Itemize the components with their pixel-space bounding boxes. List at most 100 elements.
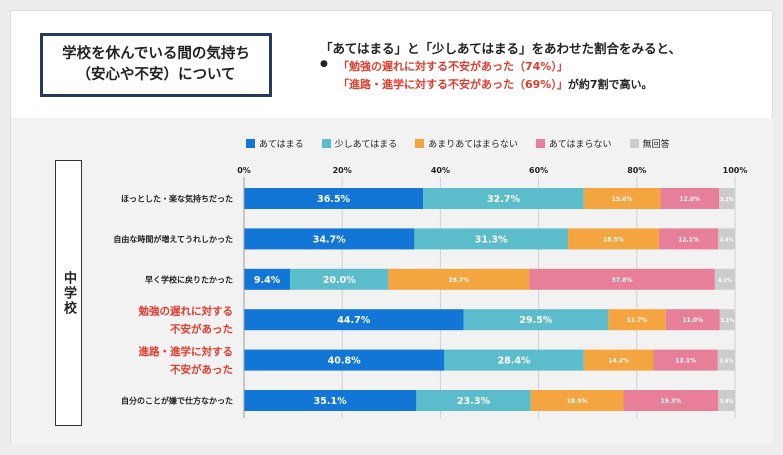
x-tick-label: 60% <box>529 166 548 175</box>
data-label: 19.3% <box>661 398 682 405</box>
category-label: 不安があった <box>170 363 233 376</box>
data-label: 23.3% <box>457 396 490 407</box>
summary-line-1: 「あてはまる」と「少しあてはまる」をあわせた割合をみると、 <box>320 41 682 56</box>
data-label: 4.1% <box>718 278 732 284</box>
x-tick-label: 0% <box>237 166 251 175</box>
legend-label: あてはまらない <box>548 140 612 150</box>
data-label: 31.3% <box>475 234 508 245</box>
legend-swatch <box>629 139 639 148</box>
bar-segment <box>244 228 415 250</box>
bar-segment <box>623 390 719 411</box>
legend-item: 少しあてはまる <box>321 137 398 150</box>
data-label: 11.7% <box>627 317 648 324</box>
data-label: 15.6% <box>612 196 633 203</box>
bar-segment <box>244 188 424 209</box>
data-label: 13.1% <box>675 358 696 365</box>
x-tick-label: 100% <box>723 166 748 175</box>
summary-line-3-tail: が約7割で高い。 <box>567 78 653 91</box>
category-label: 自由な時間が増えてうれしかった <box>113 234 233 244</box>
data-label: 12.1% <box>678 236 699 243</box>
summary-bullet: ● <box>320 59 328 69</box>
legend-item: あまりあてはまらない <box>415 137 518 150</box>
bar-segment <box>658 228 719 250</box>
legend-swatch <box>415 139 425 148</box>
data-label: 32.7% <box>487 194 520 205</box>
category-label: 不安があった <box>170 323 233 336</box>
data-label: 40.8% <box>328 356 361 367</box>
bar-segment <box>719 309 735 331</box>
data-label: 28.4% <box>498 356 531 367</box>
bar-segment <box>463 309 609 331</box>
bar-segment <box>718 228 735 250</box>
bar-segment <box>244 390 417 411</box>
legend-label: 少しあてはまる <box>334 140 398 150</box>
summary-line-3: 「進路・進学に対する不安があった（69%）」が約7割で高い。 <box>338 76 652 92</box>
legend-swatch <box>535 139 545 148</box>
bar-segment <box>529 268 715 290</box>
bar-segment <box>717 349 735 371</box>
x-tick-label: 40% <box>431 166 450 175</box>
data-label: 9.4% <box>254 275 281 286</box>
bar-segment <box>414 228 569 250</box>
data-label: 3.1% <box>720 197 734 203</box>
bar-segment <box>583 349 654 371</box>
data-label: 36.5% <box>317 194 350 205</box>
bar-segment <box>530 390 624 411</box>
category-label: 早く学校に戻りたかった <box>145 274 233 284</box>
data-label: 18.9% <box>567 398 588 405</box>
bar-segment <box>388 268 530 290</box>
data-label: 34.7% <box>313 234 346 245</box>
data-label: 3.4% <box>720 399 734 405</box>
data-label: 37.8% <box>612 277 633 284</box>
x-tick-label: 80% <box>627 166 646 175</box>
legend-item: 無回答 <box>629 137 670 150</box>
bar-segment <box>416 390 531 411</box>
legend-label: あまりあてはまらない <box>428 140 518 150</box>
data-label: 3.5% <box>719 359 733 365</box>
bar-segment <box>290 268 389 290</box>
bar-segment <box>714 268 735 290</box>
data-label: 3.4% <box>720 237 734 243</box>
bar-segment <box>653 349 718 371</box>
data-label: 11.0% <box>682 317 703 324</box>
bar-segment <box>244 309 464 331</box>
data-label: 28.7% <box>448 277 469 284</box>
bar-segment <box>568 228 659 250</box>
bar-segment <box>244 268 291 290</box>
summary-line-2: 「勉強の遅れに対する不安があった（74%）」 <box>338 60 568 73</box>
legend-label: あてはまる <box>259 140 304 150</box>
title-line-2: （安心や不安）について <box>76 67 236 83</box>
legend-swatch <box>321 139 331 148</box>
title-line-1: 学校を休んでいる間の気持ち <box>62 46 250 62</box>
data-label: 18.5% <box>603 236 624 243</box>
category-label: 進路・進学に対する <box>139 345 234 358</box>
school-label: 中学校 <box>61 270 76 316</box>
category-label: 自分のことが嫌で仕方なかった <box>121 396 233 406</box>
data-label: 20.0% <box>323 275 356 286</box>
data-label: 12.0% <box>679 196 700 203</box>
summary-line-3-red: 「進路・進学に対する不安があった（69%）」 <box>338 78 568 91</box>
school-label-box: 中学校 <box>55 160 82 426</box>
chart-legend: あてはまる 少しあてはまる あまりあてはまらない あてはまらない 無回答 <box>246 137 688 150</box>
bar-segment <box>608 309 666 331</box>
category-label: ほっとした・楽な気持ちだった <box>121 194 233 204</box>
bar-segment <box>719 188 735 209</box>
bar-segment <box>718 390 735 411</box>
legend-item: あてはまらない <box>535 137 612 150</box>
bar-segment <box>444 349 584 371</box>
data-label: 44.7% <box>337 315 370 326</box>
title-box: 学校を休んでいる間の気持ち （安心や不安）について <box>40 33 272 97</box>
bar-segment <box>665 309 720 331</box>
bar-segment <box>244 349 445 371</box>
x-tick-label: 20% <box>333 166 352 175</box>
data-label: 29.5% <box>519 315 552 326</box>
data-label: 35.1% <box>314 396 347 407</box>
bar-segment <box>583 188 661 209</box>
category-label: 勉強の遅れに対する <box>138 305 234 318</box>
legend-item: あてはまる <box>246 137 304 150</box>
data-label: 14.2% <box>608 358 629 365</box>
legend-swatch <box>246 139 255 148</box>
bar-segment <box>660 188 720 209</box>
bar-segment <box>423 188 584 209</box>
